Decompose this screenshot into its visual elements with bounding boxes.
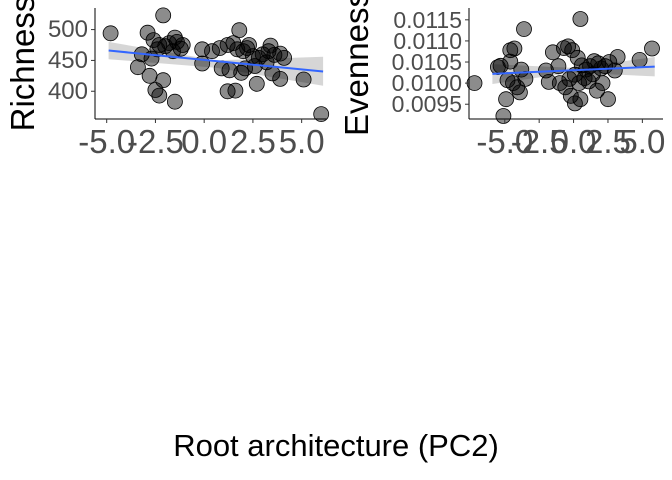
x-tick-label: -2.5 <box>127 123 184 160</box>
data-point <box>509 79 526 96</box>
data-point <box>606 62 623 79</box>
y-axis-title: Richness <box>4 0 41 131</box>
data-point <box>194 41 211 58</box>
data-point <box>204 43 220 60</box>
data-point <box>165 43 181 60</box>
trend-line <box>108 49 324 73</box>
x-tick-label: -5.0 <box>78 123 135 160</box>
shared-x-axis-title: Root architecture (PC2) <box>173 428 499 463</box>
data-point <box>262 37 279 54</box>
x-tick-label: 5.0 <box>279 123 325 160</box>
x-tick-label: -5.0 <box>476 123 533 160</box>
x-tick-label: 5.0 <box>619 123 665 160</box>
trend-line <box>492 65 655 75</box>
x-tick-label: 2.5 <box>230 123 276 160</box>
data-point <box>313 106 330 122</box>
data-point <box>248 75 265 92</box>
data-point <box>572 91 589 108</box>
x-tick-label: -2.5 <box>511 123 568 160</box>
y-tick-label: 400 <box>48 78 88 105</box>
data-point <box>151 87 168 104</box>
data-point <box>502 42 519 59</box>
y-tick-label: 0.0115 <box>393 7 462 33</box>
data-point <box>540 74 557 90</box>
y-axis-title: Evenness <box>338 0 375 136</box>
data-point <box>102 25 119 42</box>
data-point <box>149 41 166 58</box>
richness-panel: 400 450 500 -5.0-2.50.0 2.5 5.0 Richness <box>4 0 330 160</box>
data-point <box>151 37 168 53</box>
data-point <box>631 52 648 68</box>
data-point <box>512 84 528 101</box>
data-point <box>239 40 256 56</box>
data-point <box>129 59 146 76</box>
data-point <box>498 91 515 108</box>
y-tick-label: 0.0095 <box>392 91 462 117</box>
data-point <box>213 60 230 77</box>
data-point <box>295 71 312 88</box>
data-point <box>219 37 236 53</box>
data-point <box>174 37 191 53</box>
data-point <box>594 75 611 91</box>
data-point <box>569 49 586 66</box>
y-tick-label: 450 <box>48 47 88 74</box>
data-point <box>517 71 534 87</box>
y-tick-label: 0.0105 <box>392 49 462 75</box>
data-point <box>276 50 293 66</box>
data-point <box>166 93 183 110</box>
y-tick-label: 500 <box>48 16 88 43</box>
data-point <box>155 7 172 24</box>
y-tick-label: 0.0100 <box>392 70 462 96</box>
data-point <box>516 21 532 38</box>
data-point <box>492 57 509 74</box>
data-point <box>141 67 158 84</box>
data-point <box>502 53 519 70</box>
x-tick-label: 0.0 <box>181 123 227 160</box>
data-point <box>644 40 660 57</box>
data-point <box>272 71 289 87</box>
data-point <box>609 49 626 65</box>
data-point <box>506 40 523 57</box>
data-point <box>567 95 583 112</box>
x-tick-label: 2.5 <box>585 123 631 160</box>
data-point <box>562 87 579 104</box>
y-tick-label: 0.0110 <box>393 28 462 54</box>
x-tick-label: 0.0 <box>551 123 597 160</box>
data-point <box>572 11 589 27</box>
data-point <box>495 108 512 124</box>
data-point <box>233 64 250 81</box>
data-point <box>600 91 616 108</box>
data-point <box>227 82 244 99</box>
data-point <box>231 22 248 39</box>
data-point <box>241 37 257 53</box>
